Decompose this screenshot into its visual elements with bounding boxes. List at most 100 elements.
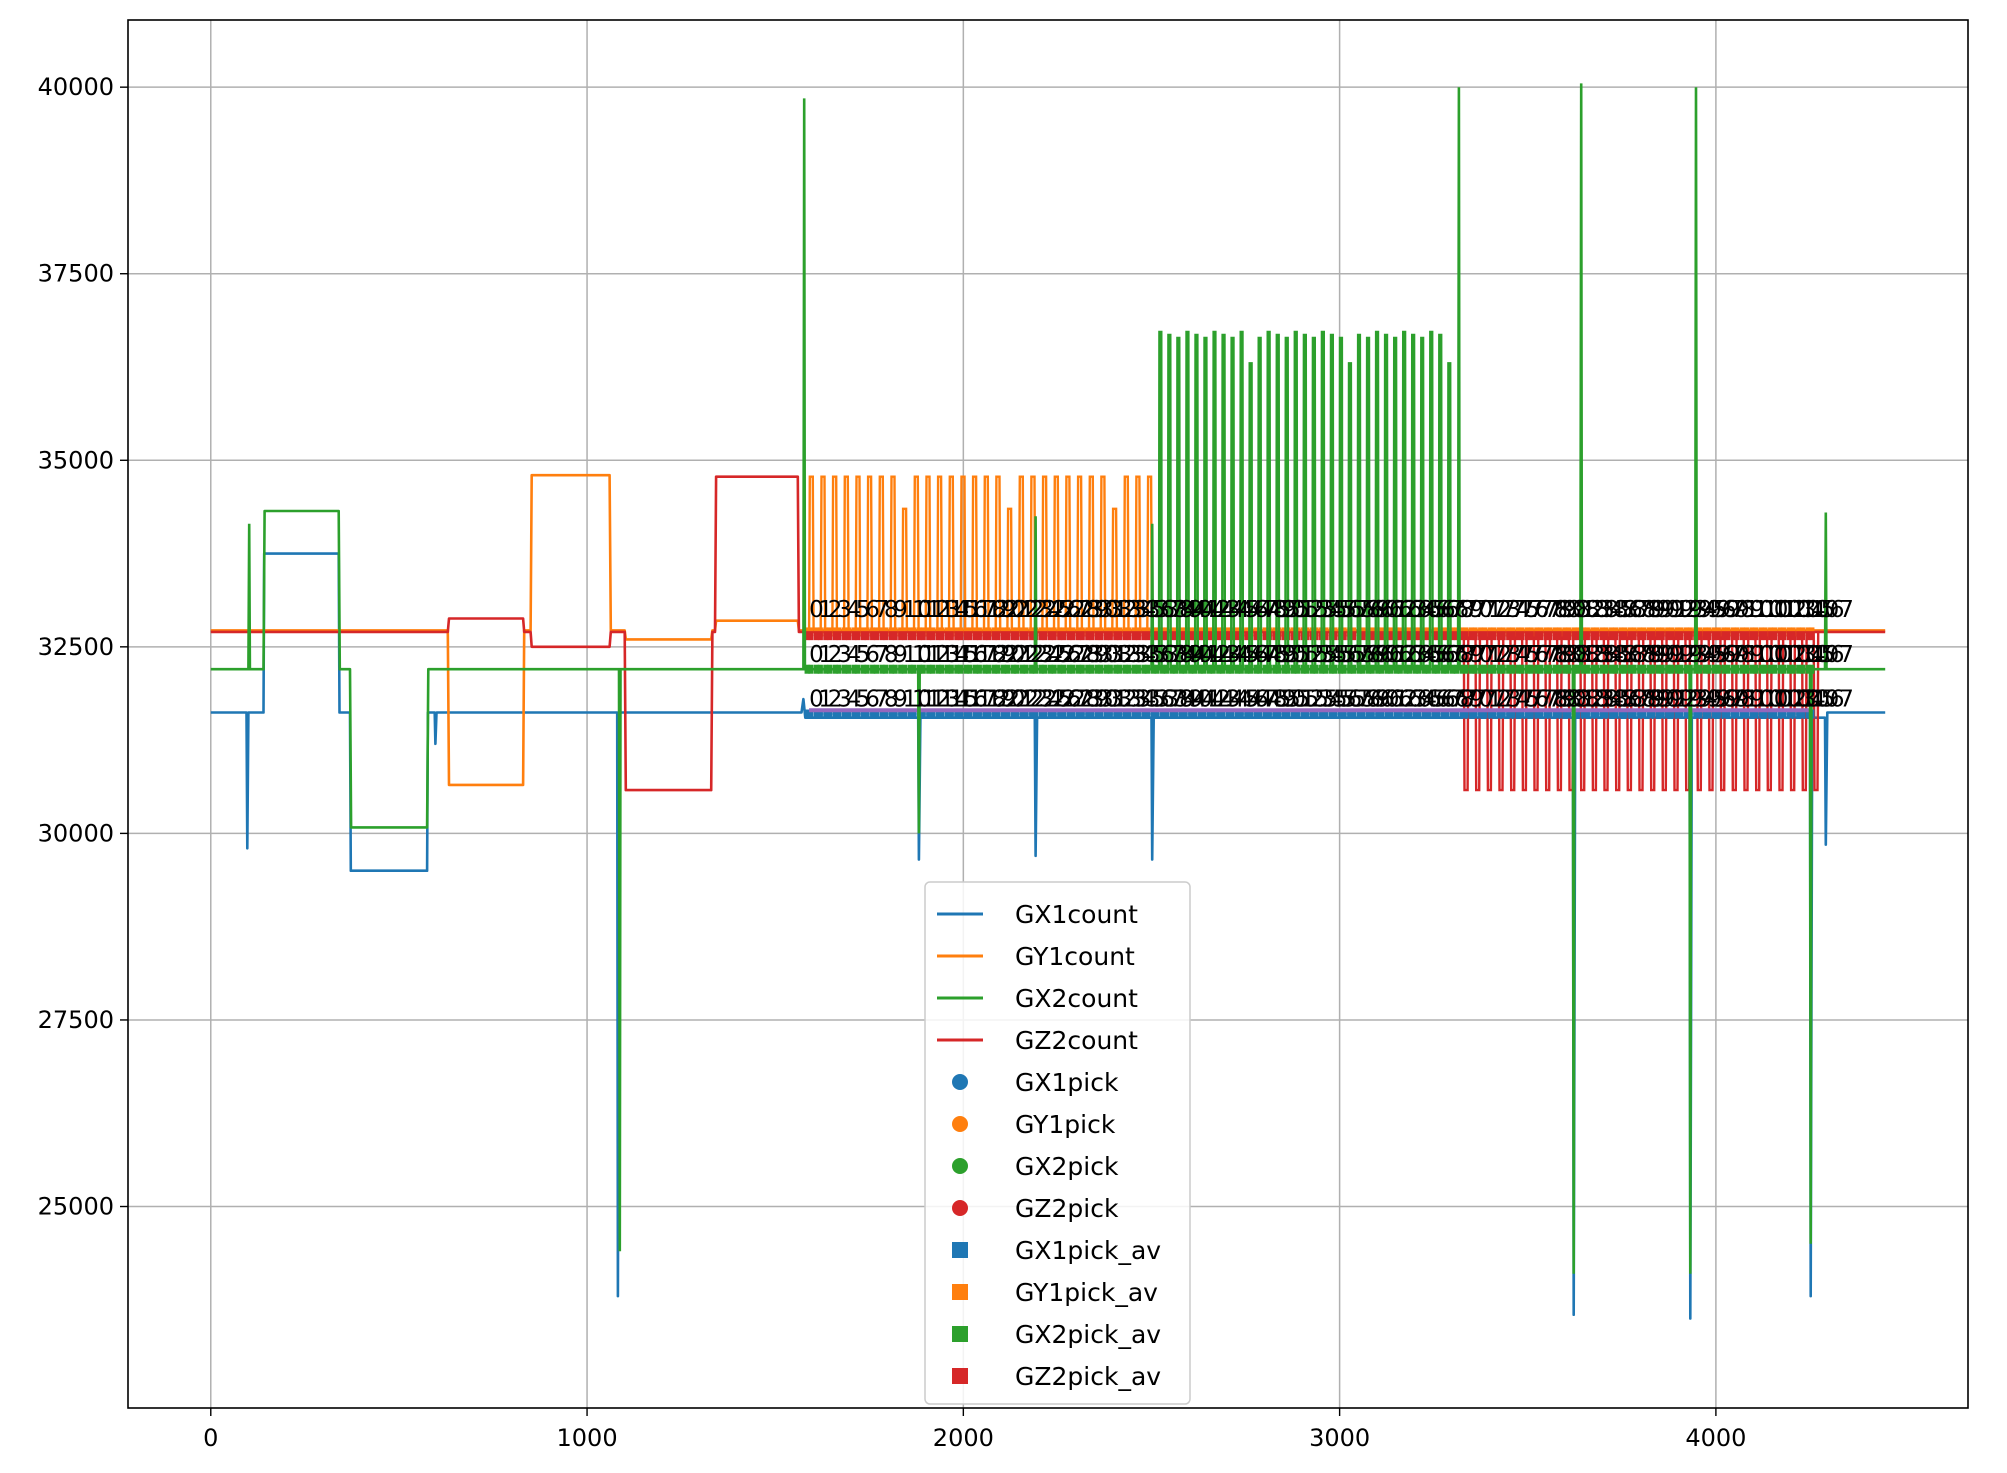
- point-label: 25: [1043, 687, 1072, 713]
- point-label: 62: [1389, 597, 1418, 623]
- marker-square: [1487, 709, 1497, 719]
- marker-square: [916, 709, 926, 719]
- point-label: 59: [1361, 687, 1390, 713]
- marker-square: [1234, 709, 1244, 719]
- marker-square: [1281, 709, 1291, 719]
- marker-square: [1412, 631, 1422, 641]
- point-label: 44: [1221, 597, 1250, 623]
- point-label: 17: [968, 597, 997, 623]
- legend-item: GY1count: [937, 942, 1135, 971]
- point-label: 26: [1052, 597, 1081, 623]
- legend-box: [924, 881, 1191, 1405]
- point-label: 11: [912, 687, 941, 713]
- point-label: 34: [1127, 642, 1156, 668]
- point-label: 31: [1099, 687, 1128, 713]
- marker-square: [1421, 709, 1431, 719]
- point-label: 29: [1080, 597, 1109, 623]
- point-label: 68: [1445, 597, 1474, 623]
- point-label: 47: [1249, 687, 1278, 713]
- point-label: 15: [949, 597, 978, 623]
- marker-square: [1571, 631, 1581, 641]
- marker-square: [888, 631, 898, 641]
- point-label: 88: [1632, 687, 1661, 713]
- marker-square: [935, 631, 945, 641]
- point-label: 60: [1370, 687, 1399, 713]
- marker-square: [1580, 709, 1590, 719]
- point-label: 102: [1763, 597, 1807, 623]
- point-label: 101: [1754, 687, 1798, 713]
- point-label: 68: [1445, 642, 1474, 668]
- marker-square: [1019, 631, 1029, 641]
- point-label: 10: [903, 597, 932, 623]
- point-label: 38: [1165, 687, 1194, 713]
- legend-square-swatch: [952, 1368, 968, 1384]
- point-label: 52: [1296, 687, 1325, 713]
- series-pulses-gz2count: [1462, 631, 1820, 792]
- point-label: 15: [949, 642, 978, 668]
- marker-square: [1768, 631, 1778, 641]
- point-label: 55: [1324, 687, 1353, 713]
- point-label: 42: [1202, 642, 1231, 668]
- point-label: 74: [1501, 642, 1530, 668]
- point-label: 7: [875, 642, 890, 668]
- point-label: 94: [1688, 642, 1717, 668]
- series-pulses-gy1count: [807, 475, 1154, 631]
- marker-square: [1478, 709, 1488, 719]
- point-label: 63: [1398, 597, 1427, 623]
- marker-square: [1693, 709, 1703, 719]
- marker-square: [1309, 709, 1319, 719]
- series-line-gy1count: [210, 473, 1886, 787]
- point-label: 21: [1006, 642, 1035, 668]
- point-label: 92: [1670, 597, 1699, 623]
- point-label: 31: [1099, 642, 1128, 668]
- point-label: 63: [1398, 642, 1427, 668]
- point-label: 80: [1557, 642, 1586, 668]
- marker-square: [954, 709, 964, 719]
- point-label: 64: [1408, 687, 1437, 713]
- point-label: 89: [1642, 597, 1671, 623]
- marker-square: [1459, 709, 1469, 719]
- marker-square: [1188, 709, 1198, 719]
- marker-square: [1122, 709, 1132, 719]
- point-label: 19: [987, 597, 1016, 623]
- point-label: 45: [1230, 597, 1259, 623]
- marker-square: [1150, 631, 1160, 641]
- marker-square: [1225, 709, 1235, 719]
- point-label: 93: [1679, 687, 1708, 713]
- point-label: 45: [1230, 642, 1259, 668]
- marker-square: [832, 631, 842, 641]
- marker-square: [1047, 631, 1057, 641]
- point-label: 68: [1445, 687, 1474, 713]
- marker-square: [879, 631, 889, 641]
- point-label: 85: [1604, 687, 1633, 713]
- point-label: 1: [818, 642, 833, 668]
- point-label: 64: [1408, 642, 1437, 668]
- legend-square-swatch: [952, 1326, 968, 1342]
- point-label: 96: [1707, 597, 1736, 623]
- point-label: 45: [1230, 687, 1259, 713]
- point-label: 59: [1361, 642, 1390, 668]
- marker-square: [804, 631, 814, 641]
- marker-square: [1272, 709, 1282, 719]
- point-label: 6: [865, 687, 880, 713]
- marker-square: [1468, 631, 1478, 641]
- marker-square: [804, 709, 814, 719]
- point-label: 75: [1511, 597, 1540, 623]
- point-label: 47: [1249, 642, 1278, 668]
- point-label: 58: [1352, 597, 1381, 623]
- point-label: 79: [1548, 597, 1577, 623]
- point-label: 83: [1586, 687, 1615, 713]
- point-label: 27: [1062, 597, 1091, 623]
- marker-square: [1393, 631, 1403, 641]
- point-label: 69: [1455, 687, 1484, 713]
- point-label: 89: [1642, 642, 1671, 668]
- point-label: 2: [828, 597, 843, 623]
- marker-square: [1496, 709, 1506, 719]
- point-label: 35: [1137, 597, 1166, 623]
- point-label: 22: [1015, 642, 1044, 668]
- marker-square: [1552, 709, 1562, 719]
- point-label: 106: [1801, 642, 1845, 668]
- marker-square: [1001, 709, 1011, 719]
- marker-square: [1515, 709, 1525, 719]
- point-label: 51: [1286, 687, 1315, 713]
